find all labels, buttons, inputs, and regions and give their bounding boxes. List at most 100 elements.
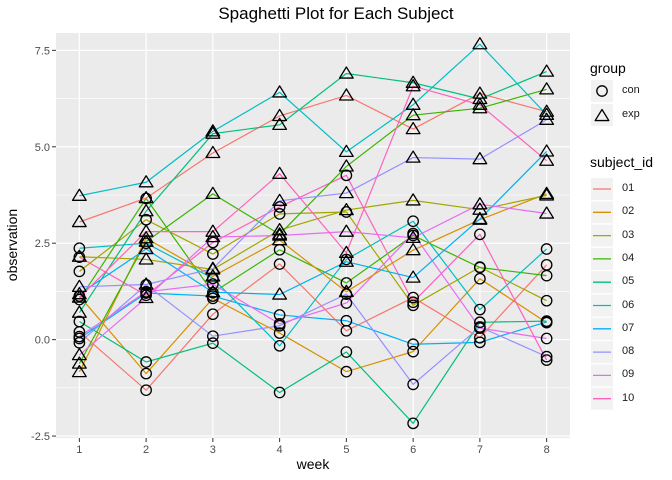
data-point-exp <box>338 66 354 79</box>
data-point-exp <box>338 284 354 298</box>
x-tick-label: 6 <box>410 444 416 456</box>
series-line-con-08 <box>78 284 547 386</box>
data-point-exp <box>472 37 488 50</box>
data-point-exp <box>71 356 87 369</box>
data-point-con <box>207 248 219 260</box>
data-point-exp <box>205 224 221 237</box>
data-point-exp <box>205 261 221 274</box>
data-point-con <box>273 258 286 270</box>
data-point-con <box>540 243 553 255</box>
data-point-con <box>407 417 419 430</box>
series-points <box>71 37 555 430</box>
subject-legend-label-09: 09 <box>622 368 635 381</box>
data-point-exp <box>338 159 354 172</box>
data-point-exp <box>71 305 87 318</box>
data-point-exp <box>71 364 87 378</box>
data-point-exp <box>205 285 221 298</box>
data-point-con <box>273 201 286 213</box>
data-point-exp <box>338 224 354 237</box>
data-point-con <box>140 356 152 368</box>
data-point-exp <box>338 254 354 267</box>
data-point-con <box>474 336 486 349</box>
series-line-exp-01 <box>79 92 547 223</box>
data-point-exp <box>138 241 154 255</box>
data-point-exp <box>338 245 354 259</box>
y-tick-label: 0.0 <box>35 335 50 347</box>
data-point-exp <box>71 286 87 300</box>
data-point-exp <box>405 193 421 206</box>
data-point-exp <box>205 126 221 139</box>
series-line-exp-04 <box>78 88 547 364</box>
group-legend-key-bg <box>591 104 613 126</box>
x-tick-label: 1 <box>76 444 82 456</box>
subject-legend-label-05: 05 <box>622 275 635 288</box>
data-point-exp <box>138 277 154 290</box>
data-point-con <box>73 315 86 328</box>
data-point-exp <box>138 224 154 237</box>
data-point-exp <box>138 290 154 304</box>
data-point-con <box>340 365 353 378</box>
data-point-exp <box>405 108 421 121</box>
data-point-con <box>474 316 486 329</box>
data-point-con <box>540 294 553 307</box>
x-tick-label: 7 <box>477 444 483 456</box>
data-point-con <box>273 327 286 339</box>
data-point-exp <box>405 243 421 256</box>
series-line-exp-06 <box>79 43 548 197</box>
group-legend-label-exp: exp <box>622 108 640 120</box>
data-point-exp <box>272 287 288 300</box>
subject-legend-label-01: 01 <box>622 182 635 194</box>
data-point-con <box>273 386 286 399</box>
data-point-exp <box>472 197 488 210</box>
data-point-con <box>540 316 553 328</box>
series-line-exp-07 <box>79 150 548 296</box>
data-point-con <box>140 367 152 380</box>
data-point-con <box>340 277 353 289</box>
data-point-exp <box>405 150 421 163</box>
data-point-con <box>273 317 286 330</box>
data-point-exp <box>405 75 421 88</box>
data-point-exp <box>539 104 555 117</box>
series-line-con-09 <box>79 232 547 340</box>
data-point-exp <box>71 214 87 228</box>
data-point-exp <box>71 290 87 303</box>
series-line-exp-02 <box>78 193 547 373</box>
data-point-exp <box>272 193 288 206</box>
data-point-con <box>340 346 353 358</box>
subject-legend-title: subject_id <box>590 154 654 170</box>
data-point-con <box>73 251 86 263</box>
data-point-exp <box>71 347 87 361</box>
data-point-exp <box>539 112 555 125</box>
data-point-con <box>407 345 419 358</box>
data-point-con <box>207 337 219 349</box>
data-point-con <box>273 339 286 352</box>
data-point-con <box>140 192 152 205</box>
data-point-exp <box>71 249 87 262</box>
series-line-exp-05 <box>78 71 547 313</box>
chart-title: Spaghetti Plot for Each Subject <box>218 4 454 23</box>
subject-legend-label-06: 06 <box>622 298 635 311</box>
data-point-exp <box>539 107 555 120</box>
data-point-con <box>407 338 419 351</box>
data-point-con <box>340 253 353 266</box>
data-point-con <box>340 314 353 327</box>
data-point-exp <box>338 185 354 199</box>
x-tick-label: 8 <box>544 444 550 456</box>
series-line-exp-03 <box>79 194 547 271</box>
group-legend-keys <box>591 80 613 126</box>
y-tick-label: 7.5 <box>35 45 50 57</box>
data-point-con <box>474 322 486 334</box>
data-point-exp <box>138 190 154 204</box>
data-point-con <box>273 208 286 220</box>
data-point-exp <box>272 222 288 236</box>
series-lines <box>78 43 548 425</box>
subject-legend-label-10: 10 <box>622 391 635 404</box>
data-point-exp <box>539 64 555 77</box>
data-point-con <box>540 354 553 366</box>
data-point-con <box>73 265 86 278</box>
data-point-exp <box>472 91 488 105</box>
data-point-con <box>73 242 86 255</box>
data-point-exp <box>205 186 221 200</box>
data-point-exp <box>539 144 555 157</box>
